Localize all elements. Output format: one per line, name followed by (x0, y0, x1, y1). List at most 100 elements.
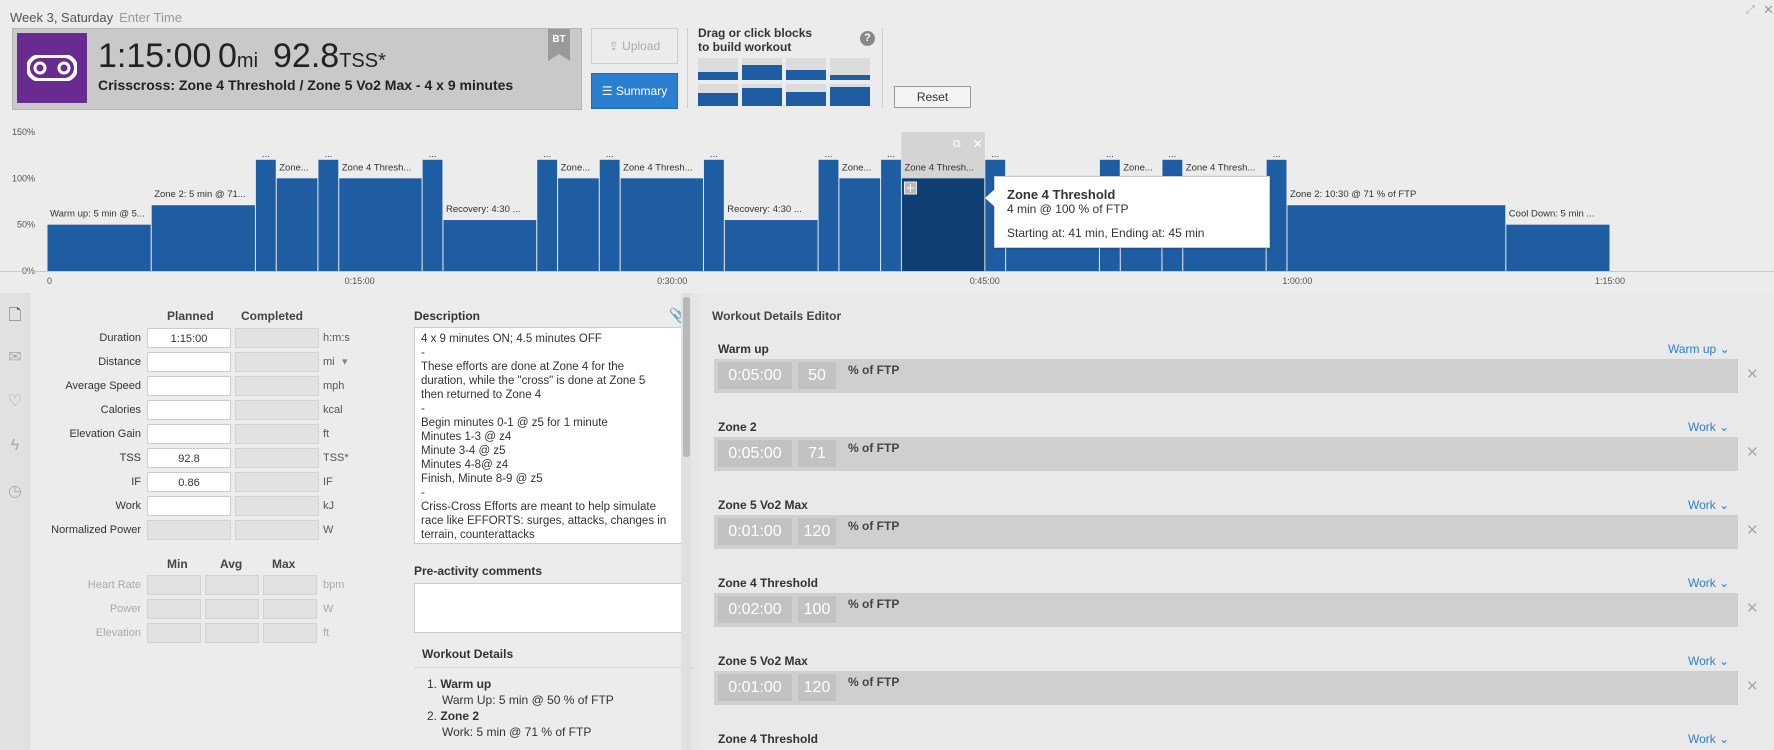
range-input[interactable] (263, 599, 317, 619)
builder-block-7[interactable] (786, 84, 826, 106)
range-input[interactable] (147, 575, 201, 595)
help-icon[interactable]: ? (860, 31, 875, 46)
completed-input[interactable] (235, 496, 319, 516)
step-duration-input[interactable]: 0:05:00 (718, 440, 792, 467)
completed-input[interactable] (235, 448, 319, 468)
workout-segment-bar[interactable] (1287, 205, 1506, 271)
upload-button[interactable]: ⇪ Upload (591, 28, 678, 64)
planned-input[interactable]: 0.86 (147, 472, 231, 492)
range-input[interactable] (147, 599, 201, 619)
summary-button[interactable]: ☰ Summary (591, 73, 678, 109)
step-duration-input[interactable]: 0:01:00 (718, 674, 792, 701)
workout-segment-bar[interactable] (255, 159, 276, 271)
planned-input[interactable] (147, 376, 231, 396)
scrollbar-track[interactable] (681, 293, 691, 750)
workout-segment-bar[interactable] (537, 159, 558, 271)
workout-segment-bar[interactable] (443, 220, 537, 271)
builder-block-3[interactable] (786, 58, 826, 80)
workout-segment-bar[interactable] (818, 159, 839, 271)
workout-segment-bar[interactable] (422, 159, 443, 271)
step-intensity-input[interactable]: 50 (798, 362, 836, 389)
workout-segment-bar[interactable] (276, 178, 318, 271)
step-intensity-input[interactable]: 100 (798, 596, 836, 623)
x-tick-label: 0 (47, 276, 52, 286)
envelope-icon[interactable]: ✉ (8, 349, 22, 366)
builder-block-5[interactable] (698, 84, 738, 106)
planned-input[interactable] (147, 496, 231, 516)
completed-input[interactable] (235, 424, 319, 444)
remove-step-icon[interactable]: ✕ (1746, 444, 1759, 461)
step-type-dropdown[interactable]: Work ⌄ (1688, 576, 1729, 590)
step-type-dropdown[interactable]: Work ⌄ (1688, 654, 1729, 668)
builder-block-8[interactable] (830, 84, 870, 106)
workout-segment-bar[interactable] (1266, 159, 1287, 271)
upload-icon: ⇪ (608, 39, 623, 53)
metric-label: Average Speed (65, 380, 141, 392)
step-duration-input[interactable]: 0:01:00 (718, 518, 792, 545)
workout-segment-bar[interactable] (839, 178, 881, 271)
workout-segment-bar[interactable] (339, 178, 422, 271)
workout-segment-bar[interactable] (599, 159, 620, 271)
heart-icon[interactable]: ♡ (7, 393, 23, 410)
workout-segment-bar[interactable] (620, 178, 703, 271)
completed-input[interactable] (235, 352, 319, 372)
workout-segment-bar[interactable] (318, 159, 339, 271)
builder-block-6[interactable] (742, 84, 782, 106)
clock-icon[interactable]: ◷ (8, 483, 22, 500)
workout-segment-bar[interactable] (151, 205, 255, 271)
planned-input[interactable] (147, 520, 231, 540)
planned-input[interactable] (147, 400, 231, 420)
builder-block-4[interactable] (830, 58, 870, 80)
completed-input[interactable] (235, 520, 319, 540)
step-type-label: Warm up (1668, 342, 1717, 356)
document-icon[interactable]: 🗋 (8, 307, 22, 324)
workout-segment-bar[interactable] (703, 159, 724, 271)
workout-segment-bar[interactable] (558, 178, 599, 271)
step-type-dropdown[interactable]: Work ⌄ (1688, 498, 1729, 512)
step-type-dropdown[interactable]: Work ⌄ (1688, 420, 1729, 434)
builder-block-1[interactable] (698, 58, 738, 80)
scrollbar-thumb[interactable] (683, 297, 690, 457)
step-intensity-input[interactable]: 71 (798, 440, 836, 467)
lightning-icon[interactable]: ϟ (10, 437, 20, 454)
pre-activity-comments-input[interactable] (414, 583, 687, 633)
planned-input[interactable] (147, 352, 231, 372)
reset-button[interactable]: Reset (894, 86, 971, 108)
planned-input[interactable] (147, 424, 231, 444)
description-textarea[interactable]: 4 x 9 minutes ON; 4.5 minutes OFF - These … (414, 327, 687, 544)
remove-step-icon[interactable]: ✕ (1746, 366, 1759, 383)
segment-copy-icon[interactable]: ⧉ (953, 137, 961, 150)
step-intensity-input[interactable]: 120 (798, 518, 836, 545)
completed-input[interactable] (235, 472, 319, 492)
remove-step-icon[interactable]: ✕ (1746, 678, 1759, 695)
workout-segment-bar[interactable] (1506, 224, 1610, 271)
remove-step-icon[interactable]: ✕ (1746, 600, 1759, 617)
range-input[interactable] (205, 599, 259, 619)
step-type-dropdown[interactable]: Warm up ⌄ (1668, 342, 1730, 356)
step-type-dropdown[interactable]: Work ⌄ (1688, 732, 1729, 746)
workout-segment-bar[interactable] (724, 220, 818, 271)
step-duration-input[interactable]: 0:02:00 (718, 596, 792, 623)
unit-dropdown-icon[interactable]: ▾ (342, 356, 348, 368)
expand-icon[interactable]: ⤢ (1746, 4, 1755, 16)
completed-input[interactable] (235, 328, 319, 348)
planned-input[interactable]: 1:15:00 (147, 328, 231, 348)
close-icon[interactable]: ✕ (1763, 2, 1774, 17)
range-input[interactable] (147, 623, 201, 643)
remove-step-icon[interactable]: ✕ (1746, 522, 1759, 539)
step-intensity-input[interactable]: 120 (798, 674, 836, 701)
builder-block-2[interactable] (742, 58, 782, 80)
completed-input[interactable] (235, 400, 319, 420)
planned-input[interactable]: 92.8 (147, 448, 231, 468)
range-input[interactable] (263, 623, 317, 643)
segment-add-icon[interactable] (903, 181, 917, 195)
step-duration-input[interactable]: 0:05:00 (718, 362, 792, 389)
range-input[interactable] (263, 575, 317, 595)
range-input[interactable] (205, 575, 259, 595)
enter-time-link[interactable]: Enter Time (119, 10, 182, 25)
completed-input[interactable] (235, 376, 319, 396)
range-input[interactable] (205, 623, 259, 643)
workout-segment-bar[interactable] (47, 224, 151, 271)
workout-segment-bar[interactable] (881, 159, 901, 271)
segment-close-icon[interactable]: ✕ (973, 137, 983, 151)
